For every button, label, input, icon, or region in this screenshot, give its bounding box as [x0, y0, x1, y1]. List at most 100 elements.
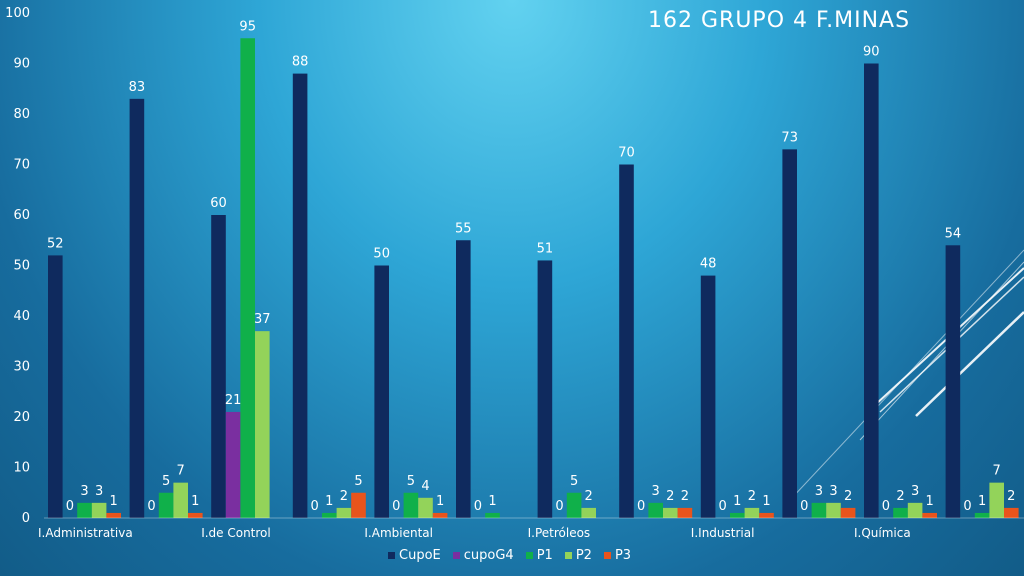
- data-label: 2: [896, 489, 904, 504]
- category-label: I.de Control: [201, 526, 271, 540]
- data-label: 1: [436, 494, 444, 509]
- data-label: 4: [421, 479, 429, 494]
- bar-p2: [744, 507, 760, 518]
- bar-cupoe: [48, 255, 63, 518]
- y-axis: 0 10 20 30 40 50 60 70 80 90 100: [5, 6, 30, 526]
- bar-p3: [677, 507, 693, 518]
- data-label: 2: [585, 489, 593, 504]
- data-label: 0: [963, 499, 971, 514]
- y-tick-label: 30: [13, 360, 30, 375]
- bar-cupoe: [537, 260, 553, 518]
- data-label: 1: [926, 494, 934, 509]
- data-label: 1: [978, 494, 986, 509]
- bar-cupoe: [700, 275, 716, 518]
- data-label: 0: [637, 499, 645, 514]
- bar-cupoe: [129, 98, 145, 518]
- bar-p3: [1004, 507, 1019, 518]
- legend-label: CupoE: [399, 548, 441, 563]
- bar-cupoe: [456, 240, 471, 518]
- data-label: 2: [666, 489, 674, 504]
- legend-item-cupoe: CupoE: [388, 548, 441, 563]
- data-label: 1: [762, 494, 770, 509]
- data-label: 7: [177, 464, 185, 479]
- bar-p3: [106, 512, 121, 518]
- bar-p2: [663, 507, 678, 518]
- data-label: 3: [911, 484, 919, 499]
- bar-p2: [418, 497, 433, 518]
- data-label: 52: [47, 236, 64, 251]
- y-tick-label: 40: [13, 309, 30, 324]
- category-label: I.Industrial: [691, 526, 755, 540]
- legend-swatch: [388, 552, 395, 559]
- bar-p2: [581, 507, 596, 518]
- bar-cupoe: [945, 245, 961, 519]
- bar-cupoe: [374, 265, 389, 518]
- bar-p3: [188, 512, 203, 518]
- bar-p1: [648, 502, 663, 518]
- data-label: 60: [210, 196, 227, 211]
- data-label: 3: [95, 484, 103, 499]
- data-label: 0: [392, 499, 400, 514]
- bars: [48, 38, 1019, 519]
- category-label: I.Petróleos: [528, 526, 591, 540]
- legend-item-p2: P2: [564, 548, 592, 563]
- data-label: 3: [829, 484, 837, 499]
- data-label: 1: [733, 494, 741, 509]
- bar-cupoe: [619, 164, 634, 518]
- y-tick-label: 50: [13, 259, 30, 274]
- legend-swatch: [525, 552, 533, 559]
- chart-title: 162 GRUPO 4 F.MINAS: [648, 8, 911, 33]
- category-label: I.Química: [854, 526, 911, 540]
- data-label: 37: [254, 312, 271, 327]
- legend-label: P2: [575, 548, 592, 563]
- data-label: 2: [340, 489, 348, 504]
- y-tick-label: 80: [13, 107, 30, 122]
- bar-p1: [893, 507, 908, 518]
- data-label: 73: [781, 130, 798, 145]
- bar-cupoe: [211, 215, 226, 518]
- data-label: 1: [488, 494, 496, 509]
- data-label: 0: [555, 499, 563, 514]
- bar-p2: [255, 331, 270, 518]
- bar-p3: [840, 507, 856, 518]
- bar-p2: [91, 502, 107, 518]
- data-label: 54: [945, 226, 962, 241]
- bar-cupog4: [225, 411, 241, 518]
- data-label: 7: [993, 464, 1001, 479]
- bar-p2: [336, 507, 352, 518]
- bar-p3: [922, 512, 937, 518]
- bar-cupoe: [864, 63, 879, 518]
- y-tick-label: 70: [13, 158, 30, 173]
- bar-p1: [77, 502, 92, 518]
- legend-item-p1: P1: [525, 548, 553, 563]
- data-label: 70: [618, 146, 635, 161]
- bar-p1: [974, 512, 990, 518]
- y-tick-label: 20: [13, 410, 30, 425]
- bar-p2: [989, 482, 1004, 518]
- data-label: 0: [474, 499, 482, 514]
- bar-p1: [485, 512, 500, 518]
- bar-p3: [351, 492, 366, 518]
- y-tick-label: 10: [13, 461, 30, 476]
- bar-p1: [566, 492, 582, 518]
- bar-p1: [240, 38, 255, 518]
- data-label: 0: [147, 499, 155, 514]
- data-label: 48: [700, 257, 717, 272]
- bar-p1: [403, 492, 419, 518]
- data-label: 2: [844, 489, 852, 504]
- bar-cupoe: [292, 73, 308, 518]
- bar-p1: [158, 492, 174, 518]
- data-label: 5: [162, 474, 170, 489]
- legend-swatch: [564, 552, 572, 559]
- y-tick-label: 60: [13, 208, 30, 223]
- data-label: 0: [311, 499, 319, 514]
- data-label: 83: [129, 80, 146, 95]
- data-label: 3: [815, 484, 823, 499]
- legend-item-p3: P3: [603, 548, 631, 563]
- data-label: 1: [325, 494, 333, 509]
- legend-label: cupoG4: [463, 548, 514, 563]
- data-label: 0: [66, 499, 74, 514]
- data-label: 50: [373, 247, 390, 262]
- data-label: 51: [537, 241, 554, 256]
